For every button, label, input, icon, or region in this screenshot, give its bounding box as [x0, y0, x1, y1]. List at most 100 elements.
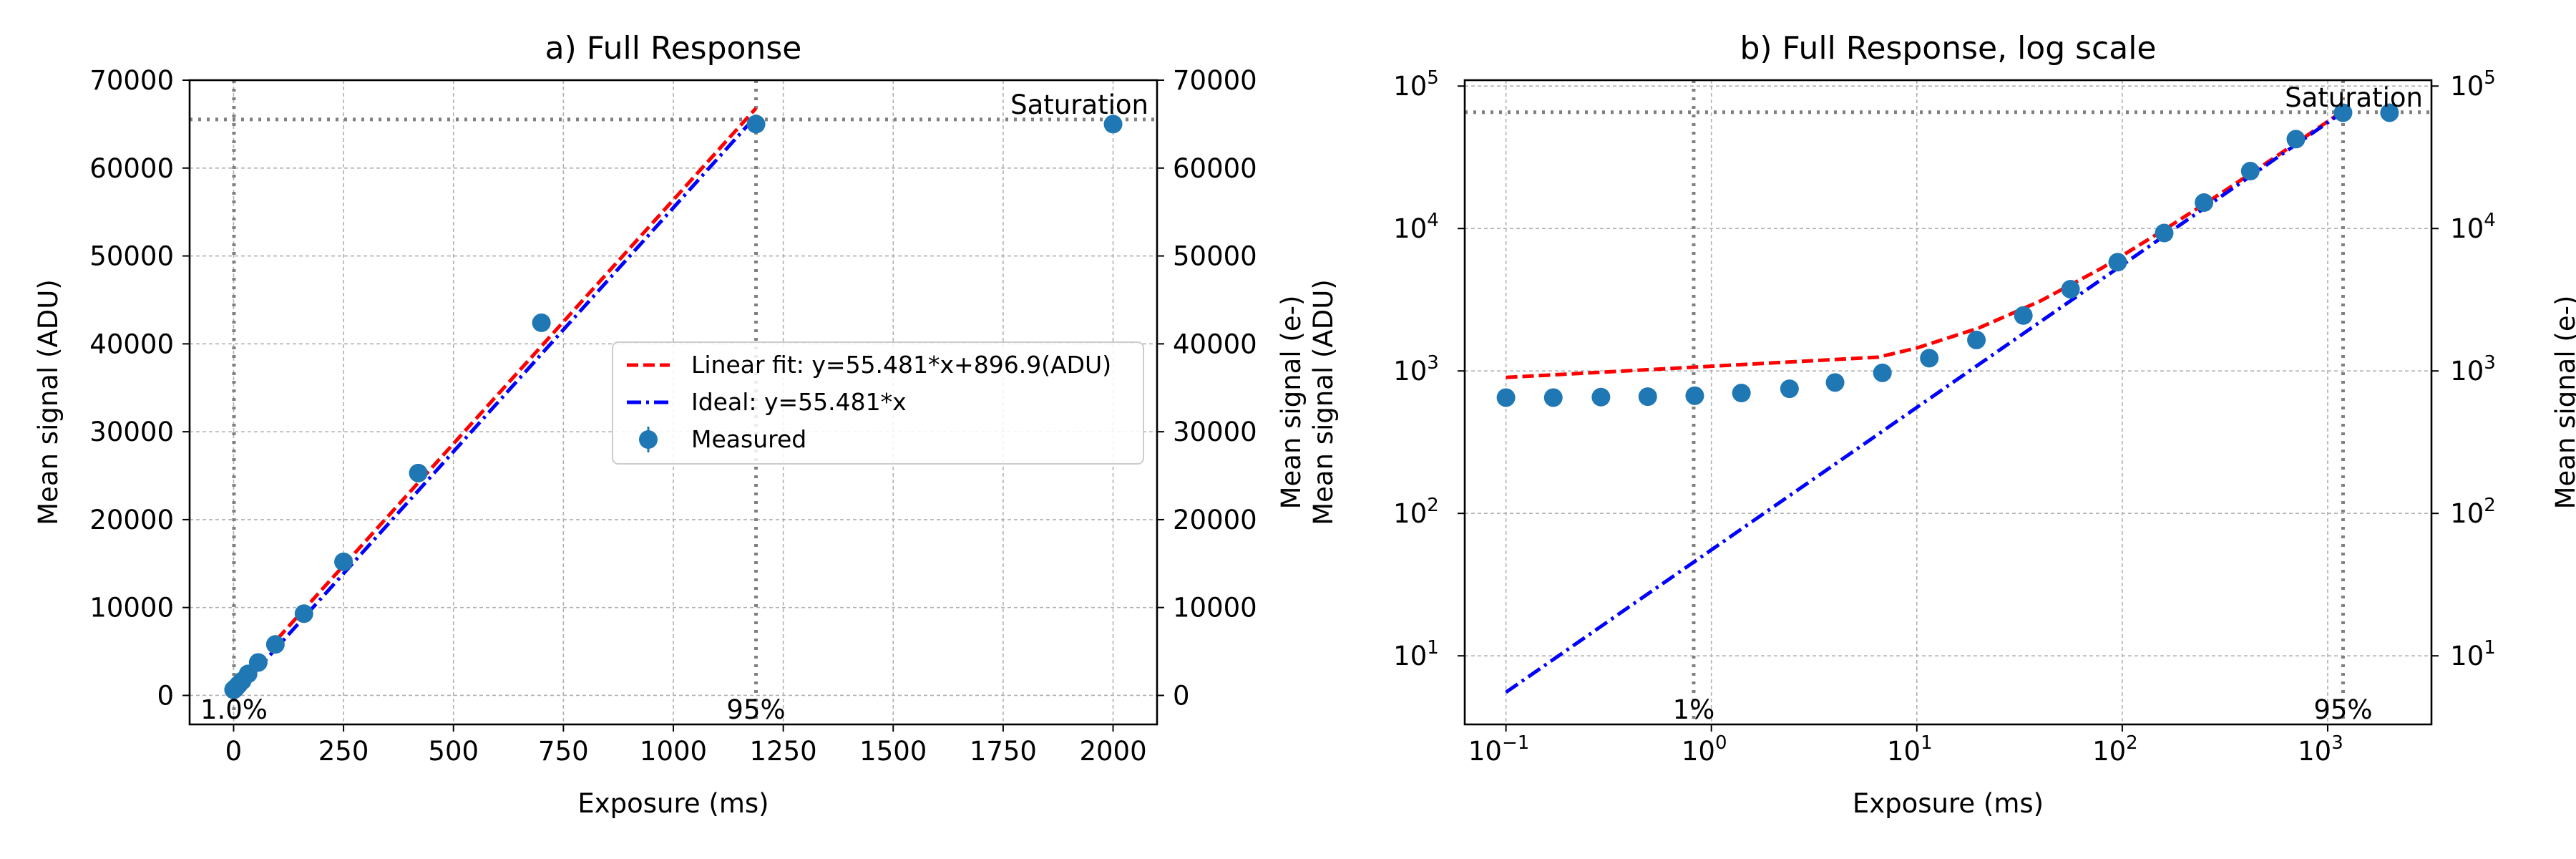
y-tick-label-exponent: 4 — [1427, 210, 1439, 231]
measured-point — [1496, 388, 1516, 407]
y-tick-label-right-base: 10 — [2450, 71, 2484, 102]
measured-point — [2380, 103, 2399, 122]
y-tick-label-right-exponent: 3 — [2484, 352, 2496, 374]
measured-point — [2108, 253, 2127, 272]
y-tick-label: 50000 — [89, 241, 174, 272]
x-axis-label: Exposure (ms) — [577, 788, 769, 819]
legend-label: Linear fit: y=55.481*x+896.9(ADU) — [691, 351, 1111, 379]
grid-lines — [1465, 80, 2431, 724]
y-tick-label-base: 10 — [1393, 213, 1427, 244]
ideal-line — [232, 115, 758, 697]
measured-point — [1543, 388, 1563, 407]
y-tick-label-right: 0 — [1173, 680, 1190, 711]
y-tick-label-right-exponent: 4 — [2484, 210, 2496, 231]
measured-point — [1103, 115, 1123, 134]
x-tick-label: 250 — [318, 736, 369, 767]
y-tick-label-right: 40000 — [1173, 329, 1257, 359]
y-tick-label-right: 20000 — [1173, 505, 1257, 535]
y-tick-label-right-exponent: 5 — [2484, 67, 2496, 89]
y-tick-label-right: 60000 — [1173, 153, 1257, 184]
measured-point — [334, 552, 353, 571]
y-tick-label-base: 10 — [1393, 498, 1427, 529]
measured-point — [532, 313, 551, 332]
y-tick-label: 30000 — [89, 417, 174, 447]
measured-point — [2155, 223, 2174, 243]
reference-lines — [190, 80, 1157, 724]
x-tick-label-exponent: 2 — [2126, 732, 2138, 754]
measured-point — [1732, 384, 1751, 403]
x-tick-label: 0 — [225, 736, 243, 767]
ref-label-vertical: 1.0% — [200, 694, 268, 725]
measured-point — [409, 463, 428, 482]
measured-point — [248, 653, 268, 672]
chart-panel-a: 1.0% 95% Saturation 0 250 500 750 1000 1250 1500 1… — [33, 30, 1307, 819]
y-tick-label-exponent: 1 — [1427, 637, 1439, 659]
x-tick-label: 103 — [2298, 732, 2343, 767]
x-tick-label: 750 — [538, 736, 589, 767]
y-axis-label: Mean signal (ADU) — [33, 279, 64, 525]
y-axis-label-right: Mean signal (e-) — [1276, 296, 1307, 510]
linear-fit-line — [276, 107, 758, 640]
y-tick-label-base: 10 — [1393, 71, 1427, 102]
y-tick-label-right-base: 10 — [2450, 641, 2484, 671]
y-tick-label-exponent: 3 — [1427, 352, 1439, 374]
x-tick-label: 1500 — [859, 736, 927, 767]
y-tick-label-base: 10 — [1393, 641, 1427, 671]
reference-labels: 1.0% 95% Saturation — [200, 89, 1148, 725]
x-tick-label: 2000 — [1079, 736, 1146, 767]
ref-label-vertical: 95% — [2313, 694, 2372, 725]
linear-fit-line — [1506, 110, 2344, 379]
x-tick-label: 100 — [1682, 732, 1727, 767]
measured-point — [2286, 130, 2306, 149]
y-tick-label-right: 30000 — [1173, 417, 1257, 447]
chart-title: a) Full Response — [545, 30, 802, 67]
y-tick-label-base: 10 — [1393, 356, 1427, 387]
y-tick-label-right-exponent: 1 — [2484, 637, 2496, 659]
measured-point — [746, 115, 766, 134]
reference-labels: 1% 95% Saturation — [1673, 82, 2423, 725]
measured-point — [2240, 162, 2260, 181]
ideal-line — [1505, 110, 2344, 694]
saturation-label: Saturation — [1010, 89, 1148, 120]
measured-point — [2195, 193, 2214, 213]
x-axis-label: Exposure (ms) — [1853, 788, 2044, 819]
y-tick-label: 101 — [1393, 637, 1439, 671]
y-tick-label-right: 10000 — [1173, 593, 1257, 623]
y-tick-label-right: 50000 — [1173, 241, 1257, 272]
measured-point — [294, 604, 313, 623]
x-tick-label-base: 10 — [2298, 736, 2331, 767]
y-tick-label: 40000 — [89, 329, 174, 359]
y-tick-label-right-exponent: 2 — [2484, 495, 2496, 516]
x-tick-label-base: 10 — [1468, 736, 1502, 767]
measured-point — [1685, 386, 1704, 405]
x-tick-label: 1000 — [640, 736, 707, 767]
y-tick-label-right: 103 — [2450, 352, 2496, 387]
x-tick-label-exponent: 0 — [1715, 732, 1727, 754]
y-tick-label-right: 101 — [2450, 637, 2496, 671]
x-tick-label-exponent: 1 — [1921, 732, 1933, 754]
reference-lines — [1465, 80, 2431, 724]
measured-point — [1873, 363, 1892, 382]
legend-swatch-marker — [639, 430, 658, 449]
y-tick-label: 102 — [1393, 495, 1439, 529]
y-tick-label-exponent: 2 — [1427, 495, 1439, 516]
ref-label-vertical: 1% — [1673, 694, 1715, 725]
measured-point — [1967, 330, 1986, 349]
x-tick-label: 101 — [1887, 732, 1933, 767]
y-tick-label-right-base: 10 — [2450, 213, 2484, 244]
y-tick-label: 70000 — [89, 65, 174, 96]
y-tick-label-right: 105 — [2450, 67, 2496, 102]
x-tick-label: 10−1 — [1468, 732, 1529, 767]
legend-label: Measured — [691, 425, 806, 453]
legend: Linear fit: y=55.481*x+896.9(ADU) Ideal: … — [612, 341, 1144, 465]
y-tick-label-right-base: 10 — [2450, 356, 2484, 387]
series-group — [224, 107, 1123, 699]
y-tick-label: 0 — [157, 680, 174, 711]
y-tick-label-right: 70000 — [1173, 65, 1257, 96]
x-tick-label-exponent: 3 — [2331, 732, 2343, 754]
legend-box — [612, 341, 1144, 465]
